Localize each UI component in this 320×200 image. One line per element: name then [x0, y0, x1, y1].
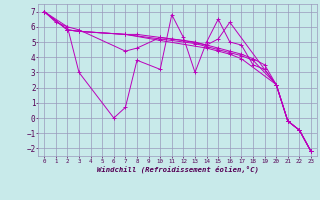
- X-axis label: Windchill (Refroidissement éolien,°C): Windchill (Refroidissement éolien,°C): [97, 165, 259, 173]
